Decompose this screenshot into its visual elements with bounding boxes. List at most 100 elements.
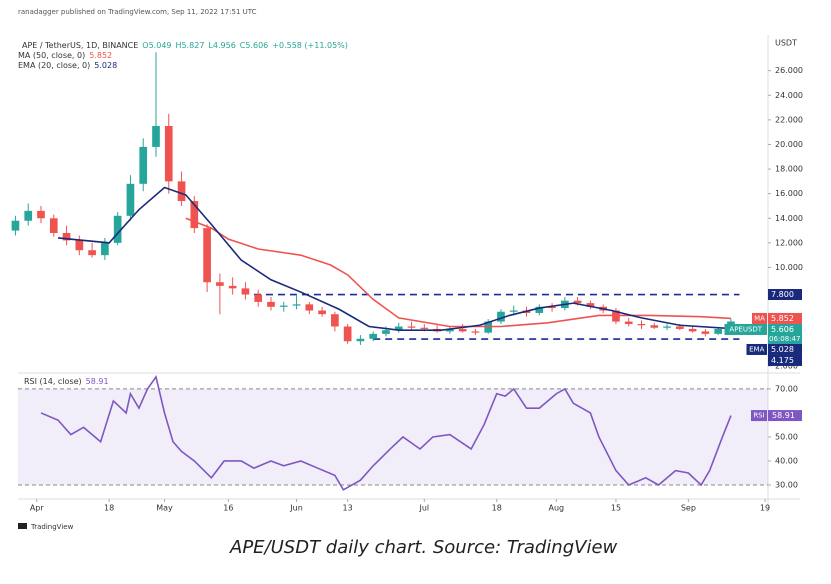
candle-body [663, 326, 671, 328]
price-tag-label: 5.606 [771, 325, 794, 334]
candle-body [24, 210, 33, 221]
price-tag [768, 323, 802, 344]
y-tick-label: 26.000 [775, 66, 803, 75]
ma-line [185, 217, 731, 328]
ema-legend: EMA (20, close, 0) 5.028 [18, 61, 117, 70]
candle-body [279, 305, 288, 307]
legend-part: H5.827 [176, 41, 205, 50]
candle-body [11, 220, 20, 231]
x-tick-label: 15 [611, 504, 621, 513]
candle-body [548, 306, 556, 309]
candle-body [509, 310, 518, 312]
price-tag [768, 289, 802, 301]
ema-legend-name: EMA (20, close, 0) [18, 61, 90, 70]
rsi-tag [768, 410, 802, 422]
rsi-title: RSI (14, close) 58.91 [24, 377, 109, 386]
ma-line [57, 186, 731, 331]
candle-body [139, 146, 148, 184]
candle-body [241, 288, 250, 295]
rsi-title-value: 58.91 [86, 377, 109, 386]
rsi-tag-name-box [751, 410, 767, 422]
candle-body [203, 228, 211, 283]
x-tick-label: Jul [418, 504, 429, 513]
symbol: APE / TetherUS, 1D, BINANCE O5.049 H5.827 L… [22, 41, 348, 50]
rsi-y-tick-label: 50.00 [775, 432, 798, 441]
price-tag-name: APEUSDT [729, 325, 762, 333]
candle-body [458, 328, 467, 332]
rsi-y-tick-label: 30.00 [775, 480, 798, 489]
candle-body [573, 300, 582, 304]
y-tick-label: 18.000 [775, 165, 803, 174]
rsi-y-tick-label: 40.00 [775, 456, 798, 465]
candle-body [164, 126, 173, 182]
price-tag [768, 343, 802, 355]
candle-body [369, 333, 378, 339]
price-tag-name-box [746, 343, 767, 355]
candle-body [49, 218, 58, 234]
candle-body [586, 303, 595, 307]
candle-body [318, 310, 326, 315]
x-tick-label: 13 [343, 504, 353, 513]
legend-part: O5.049 [142, 41, 171, 50]
x-tick-label: May [156, 504, 173, 513]
x-tick-label: Sep [681, 504, 696, 513]
y-tick-label: 20.000 [775, 140, 803, 149]
ma-legend-name: MA (50, close, 0) [18, 51, 85, 60]
candle-body [75, 240, 84, 251]
candle-body [420, 327, 429, 329]
y-tick-label: 14.000 [775, 214, 803, 223]
y-tick-label: 22.000 [775, 115, 803, 124]
rsi-tag-label: 58.91 [772, 411, 795, 420]
price-tag-name: EMA [749, 345, 764, 353]
published: ranadagger published on TradingView.com,… [18, 8, 257, 16]
candle-body [624, 321, 633, 325]
price-tag-name: MA [754, 314, 765, 322]
legend-part: +0.558 (+11.05%) [272, 41, 348, 50]
candle-body [394, 326, 403, 331]
candle-body [688, 328, 697, 332]
candle-body [714, 328, 723, 334]
legend-part: APE / TetherUS, 1D, BINANCE [22, 41, 138, 50]
candle-body [471, 331, 480, 333]
logo-icon [18, 523, 27, 529]
candle-body [267, 301, 275, 307]
candle-body [305, 304, 314, 311]
x-tick-label: 16 [223, 504, 233, 513]
y-tick-label: 12.000 [775, 238, 803, 247]
rsi-title-name: RSI (14, close) [24, 377, 82, 386]
legend-part: C5.606 [240, 41, 269, 50]
price-tag-label: 5.852 [771, 314, 794, 323]
candle-body [676, 326, 684, 329]
candle-body [254, 294, 263, 302]
candle-body [113, 215, 122, 243]
x-tick-label: 19 [760, 504, 770, 513]
currency: USDT [775, 39, 797, 48]
price-tag-label: 7.800 [771, 290, 794, 299]
rsi-tag-name: RSI [753, 412, 764, 420]
candle-body [190, 201, 199, 229]
candle-body [650, 325, 659, 328]
candle-body [407, 326, 416, 328]
y-tick-label: 16.000 [775, 189, 803, 198]
rsi-band [18, 388, 768, 485]
candle-body [88, 250, 96, 256]
candle-body [497, 311, 505, 322]
y-tick-label: 10.000 [775, 263, 803, 272]
candle-body [177, 181, 186, 202]
price-tag-countdown: 06:08:47 [769, 335, 800, 343]
candle-body [637, 324, 646, 326]
price-tag-name-box [724, 323, 767, 335]
price-tag-name-box [752, 312, 767, 324]
logo: TradingView [30, 523, 74, 531]
x-tick-label: 18 [104, 504, 114, 513]
candle-body [228, 285, 237, 289]
candle-body [126, 183, 135, 216]
caption: APE/USDT daily chart. Source: TradingVie… [229, 537, 618, 558]
legend-part: L4.956 [208, 41, 235, 50]
price-tag [768, 354, 802, 366]
candle-body [535, 306, 544, 313]
rsi-line [40, 375, 732, 491]
x-tick-label: Apr [30, 504, 45, 513]
x-tick-label: Jun [289, 504, 303, 513]
